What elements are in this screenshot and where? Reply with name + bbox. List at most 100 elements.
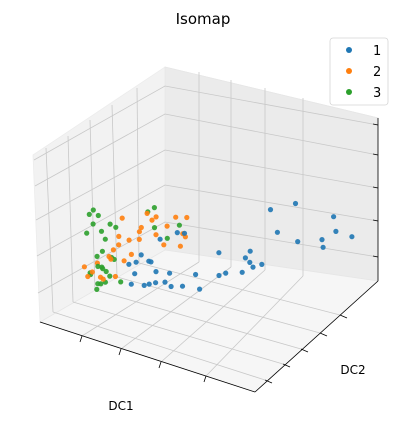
data-point-series-1-32 <box>157 236 163 242</box>
data-point-series-1-12 <box>216 250 222 256</box>
chart-title: Isomap <box>176 10 231 28</box>
data-point-series-3-16 <box>176 222 182 228</box>
data-point-series-2-19 <box>121 258 127 264</box>
data-point-series-2-8 <box>136 229 142 235</box>
data-point-series-1-5 <box>333 228 339 234</box>
data-point-series-1-15 <box>239 269 245 275</box>
data-point-series-2-7 <box>138 224 144 231</box>
data-point-series-3-27 <box>118 279 124 285</box>
data-point-series-3-7 <box>107 221 113 227</box>
data-point-series-1-6 <box>349 234 355 240</box>
data-point-series-2-3 <box>149 217 155 223</box>
data-point-series-3-6 <box>84 230 90 236</box>
data-point-series-1-34 <box>181 230 188 236</box>
data-point-series-3-15 <box>164 235 170 241</box>
data-point-series-1-25 <box>133 259 139 265</box>
data-point-series-1-37 <box>138 252 144 258</box>
data-point-series-1-23 <box>148 259 154 265</box>
data-point-series-3-19 <box>103 268 109 275</box>
data-point-series-2-0 <box>119 215 125 221</box>
data-point-series-1-2 <box>267 207 274 213</box>
data-point-series-1-20 <box>162 279 168 285</box>
data-point-series-1-29 <box>141 282 147 288</box>
data-point-series-1-13 <box>247 259 253 265</box>
data-point-series-3-4 <box>95 212 101 219</box>
data-point-series-2-23 <box>112 273 118 280</box>
data-point-series-1-35 <box>167 270 173 276</box>
data-point-series-2-5 <box>164 223 170 229</box>
data-point-series-1-8 <box>320 244 326 250</box>
data-point-series-2-29 <box>108 256 114 262</box>
data-point-series-2-17 <box>128 251 134 257</box>
data-point-series-1-16 <box>223 270 229 276</box>
data-point-series-1-22 <box>179 283 186 289</box>
data-point-series-3-8 <box>98 228 105 234</box>
data-point-series-2-1 <box>153 214 159 220</box>
data-point-series-2-2 <box>144 210 150 216</box>
data-point-series-3-26 <box>94 286 100 292</box>
y-axis-line <box>254 280 379 393</box>
legend-marker-1 <box>346 47 352 53</box>
data-point-series-3-22 <box>107 273 113 279</box>
data-point-series-3-17 <box>95 263 101 269</box>
grid-lines <box>33 72 379 381</box>
data-point-series-1-0 <box>292 200 299 207</box>
data-point-series-1-30 <box>128 281 134 287</box>
data-point-series-1-10 <box>242 255 248 261</box>
data-point-series-3-0 <box>151 205 157 211</box>
data-point-series-3-14 <box>151 225 158 231</box>
legend-frame <box>329 37 389 106</box>
data-point-series-1-28 <box>197 286 203 292</box>
data-point-series-1-19 <box>153 280 159 286</box>
data-point-series-1-33 <box>174 230 180 236</box>
data-point-series-2-26 <box>161 242 167 248</box>
data-point-series-2-12 <box>116 233 122 239</box>
data-point-series-1-18 <box>193 271 199 278</box>
data-point-series-2-9 <box>153 232 159 238</box>
legend-marker-2 <box>346 68 352 74</box>
data-point-series-2-4 <box>173 214 179 220</box>
axis-lines <box>39 118 379 393</box>
x-axis-line <box>39 321 256 393</box>
data-points <box>81 200 355 292</box>
data-point-series-1-1 <box>331 214 337 220</box>
data-point-series-1-9 <box>247 248 253 254</box>
data-point-series-2-21 <box>85 273 91 280</box>
y-axis-label: DC2 <box>340 363 365 377</box>
data-point-series-2-24 <box>81 264 87 270</box>
data-point-series-1-27 <box>153 269 159 275</box>
data-point-series-2-6 <box>184 214 190 221</box>
data-point-series-1-36 <box>126 261 132 267</box>
legend-label-3: 3 <box>373 86 381 101</box>
data-point-series-1-21 <box>168 283 174 290</box>
data-point-series-2-16 <box>110 247 116 253</box>
data-point-series-1-14 <box>250 264 256 270</box>
data-point-series-2-20 <box>89 269 95 275</box>
data-point-series-3-9 <box>113 224 119 230</box>
data-point-series-1-31 <box>132 271 138 277</box>
data-point-series-3-11 <box>99 248 105 254</box>
data-point-series-1-4 <box>295 239 301 245</box>
x-axis-label: DC1 <box>108 399 133 413</box>
data-point-series-2-14 <box>116 242 122 248</box>
legend-label-1: 1 <box>373 44 381 59</box>
data-point-series-2-13 <box>126 237 132 243</box>
data-point-series-1-17 <box>216 272 222 279</box>
data-point-series-1-7 <box>319 237 325 243</box>
data-point-series-3-2 <box>90 207 96 213</box>
data-point-series-2-27 <box>177 243 183 249</box>
data-point-series-2-15 <box>136 236 142 242</box>
legend-marker-3 <box>346 89 352 95</box>
legend-label-2: 2 <box>373 65 381 80</box>
legend: 1 2 3 <box>329 37 389 106</box>
data-point-series-1-11 <box>259 261 265 267</box>
data-point-series-3-10 <box>102 236 108 242</box>
axis-ticks <box>79 123 379 384</box>
data-point-series-3-3 <box>86 211 92 217</box>
data-point-series-3-25 <box>98 281 104 287</box>
data-point-series-2-25 <box>100 276 106 282</box>
data-point-series-1-24 <box>146 281 152 287</box>
data-point-series-3-12 <box>94 253 100 259</box>
data-point-series-3-5 <box>90 221 96 227</box>
